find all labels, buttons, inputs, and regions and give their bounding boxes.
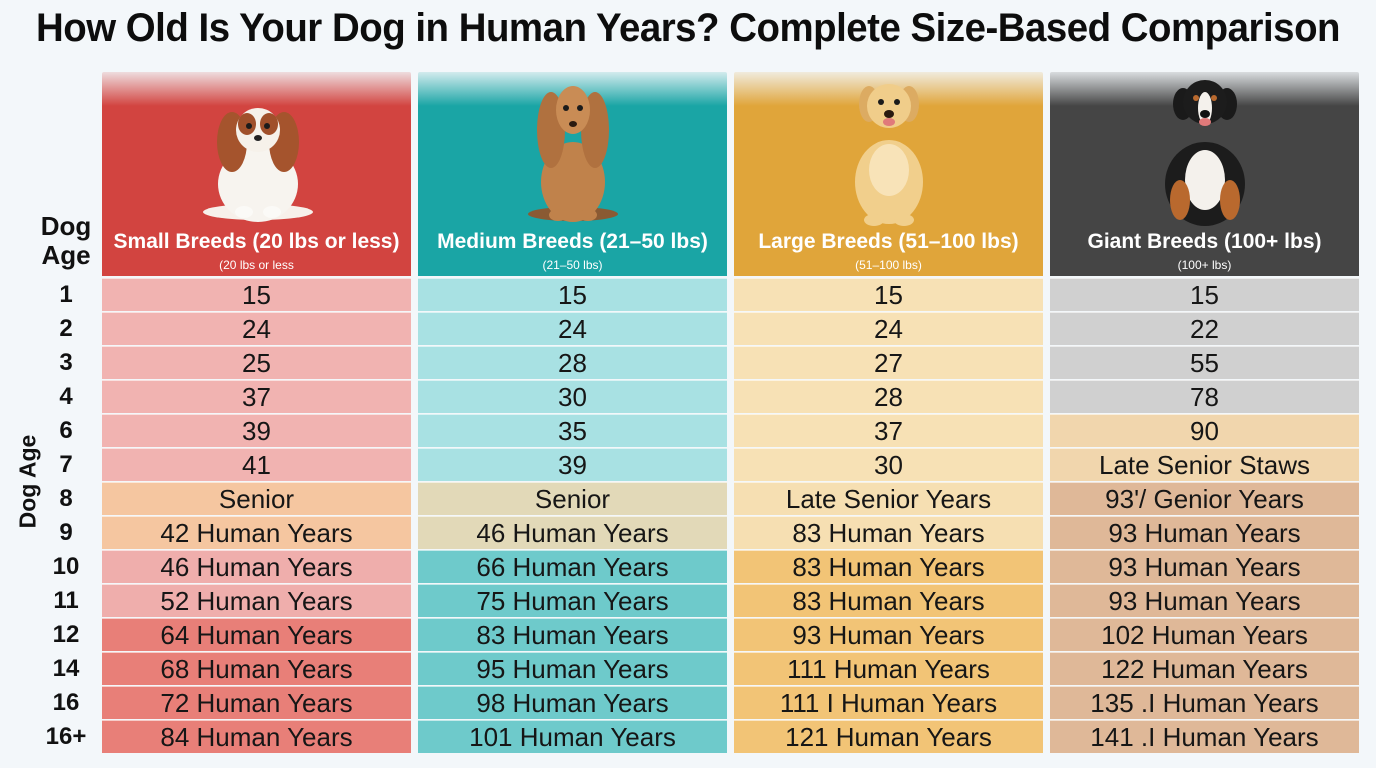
dog-age-label: 8 xyxy=(59,485,73,512)
table-cell: 41 xyxy=(102,448,411,481)
table-cell: 66 Human Years xyxy=(418,550,727,583)
table-cell: 37 xyxy=(102,380,411,413)
table-cell: 68 Human Years xyxy=(102,652,411,685)
large-breeds-column: Large Breeds (51–100 lbs) (51–100 lbs) 1… xyxy=(734,72,1043,754)
table-cell: 37 xyxy=(734,414,1043,447)
table-cell: 39 xyxy=(418,448,727,481)
table-cell: 24 xyxy=(418,312,727,345)
table-cell: 24 xyxy=(734,312,1043,345)
small-breeds-header: Small Breeds (20 lbs or less) (20 lbs or… xyxy=(102,72,411,276)
large-breeds-header: Large Breeds (51–100 lbs) (51–100 lbs) xyxy=(734,72,1043,276)
table-cell: 93'/ Genior Years xyxy=(1050,482,1359,515)
table-cell: 22 xyxy=(1050,312,1359,345)
table-cell: Senior xyxy=(418,482,727,515)
table-cell: 39 xyxy=(102,414,411,447)
small-breeds-subtitle: (20 lbs or less xyxy=(219,258,294,272)
dog-age-label: 14 xyxy=(52,655,80,682)
table-cell: 15 xyxy=(734,278,1043,311)
table-cell: 46 Human Years xyxy=(102,550,411,583)
cavalier-spaniel-dog-image xyxy=(203,108,313,222)
giant-breeds-header: Giant Breeds (100+ lbs) (100+ lbs) xyxy=(1050,72,1359,276)
table-cell: 28 xyxy=(418,346,727,379)
table-cell: 111 I Human Years xyxy=(734,686,1043,719)
table-cell: Late Senior Years xyxy=(734,482,1043,515)
dog-age-label: 16 xyxy=(52,689,80,716)
dog-age-label: 16+ xyxy=(45,723,87,750)
table-cell: 15 xyxy=(1050,278,1359,311)
table-cell: 93 Human Years xyxy=(1050,516,1359,549)
table-cell: 64 Human Years xyxy=(102,618,411,651)
table-cell: 35 xyxy=(418,414,727,447)
table-cell: 135 .I Human Years xyxy=(1050,686,1359,719)
cocker-spaniel-dog-image xyxy=(528,86,618,222)
table-cell: 52 Human Years xyxy=(102,584,411,617)
table-cell: Senior xyxy=(102,482,411,515)
table-cell: 27 xyxy=(734,346,1043,379)
table-cell: 98 Human Years xyxy=(418,686,727,719)
small-breeds-column: Small Breeds (20 lbs or less) (20 lbs or… xyxy=(102,72,411,754)
table-cell: 24 xyxy=(102,312,411,345)
medium-breeds-subtitle: (21–50 lbs) xyxy=(542,258,603,272)
giant-breeds-subtitle: (100+ lbs) xyxy=(1177,258,1232,272)
dog-age-label: 2 xyxy=(59,315,73,342)
dog-age-label: 10 xyxy=(52,553,80,580)
dog-age-label: 12 xyxy=(52,621,80,648)
medium-breeds-header: Medium Breeds (21–50 lbs) (21–50 lbs) xyxy=(418,72,727,276)
table-cell: 78 xyxy=(1050,380,1359,413)
giant-breeds-title: Giant Breeds (100+ lbs) xyxy=(1087,230,1322,253)
table-cell: 25 xyxy=(102,346,411,379)
table-cell: 83 Human Years xyxy=(734,584,1043,617)
dog-age-label: 6 xyxy=(59,417,73,444)
medium-breeds-column: Medium Breeds (21–50 lbs) (21–50 lbs) 15… xyxy=(418,72,727,754)
dog-age-label: 4 xyxy=(59,383,73,410)
table-cell: 15 xyxy=(418,278,727,311)
table-cell: 72 Human Years xyxy=(102,686,411,719)
table-cell: 122 Human Years xyxy=(1050,652,1359,685)
small-breeds-title: Small Breeds (20 lbs or less) xyxy=(113,230,400,253)
table-cell: 93 Human Years xyxy=(1050,584,1359,617)
table-cell: 141 .I Human Years xyxy=(1050,720,1359,753)
table-cell: 83 Human Years xyxy=(418,618,727,651)
dog-age-label: 11 xyxy=(53,587,79,614)
golden-retriever-dog-image xyxy=(855,84,923,226)
table-cell: 30 xyxy=(734,448,1043,481)
dog-age-label: 9 xyxy=(59,519,73,546)
table-cell: 121 Human Years xyxy=(734,720,1043,753)
giant-breeds-column: Giant Breeds (100+ lbs) (100+ lbs) 15 22 5… xyxy=(1050,72,1359,754)
table-cell: 90 xyxy=(1050,414,1359,447)
table-cell: 75 Human Years xyxy=(418,584,727,617)
dog-age-label: 1 xyxy=(59,281,73,308)
table-cell: 15 xyxy=(102,278,411,311)
table-cell: 101 Human Years xyxy=(418,720,727,753)
table-cell: 93 Human Years xyxy=(734,618,1043,651)
table-cell: 111 Human Years xyxy=(734,652,1043,685)
table-cell: 83 Human Years xyxy=(734,550,1043,583)
table-cell: 55 xyxy=(1050,346,1359,379)
medium-breeds-title: Medium Breeds (21–50 lbs) xyxy=(437,230,708,253)
table-cell: Late Senior Staws xyxy=(1050,448,1359,481)
table-cell: 28 xyxy=(734,380,1043,413)
large-breeds-subtitle: (51–100 lbs) xyxy=(855,258,922,272)
bernese-mountain-dog-image xyxy=(1165,80,1245,226)
table-cell: 84 Human Years xyxy=(102,720,411,753)
table-cell: 95 Human Years xyxy=(418,652,727,685)
table-cell: 93 Human Years xyxy=(1050,550,1359,583)
large-breeds-title: Large Breeds (51–100 lbs) xyxy=(758,230,1019,253)
table-cell: 83 Human Years xyxy=(734,516,1043,549)
table-cell: 102 Human Years xyxy=(1050,618,1359,651)
page-title: How Old Is Your Dog in Human Years? Comp… xyxy=(35,6,1341,50)
dog-age-label: 7 xyxy=(59,451,73,478)
table-cell: 30 xyxy=(418,380,727,413)
dog-age-label: 3 xyxy=(59,349,73,376)
dog-age-header: Dog Age xyxy=(40,211,92,270)
table-cell: 46 Human Years xyxy=(418,516,727,549)
table-cell: 42 Human Years xyxy=(102,516,411,549)
